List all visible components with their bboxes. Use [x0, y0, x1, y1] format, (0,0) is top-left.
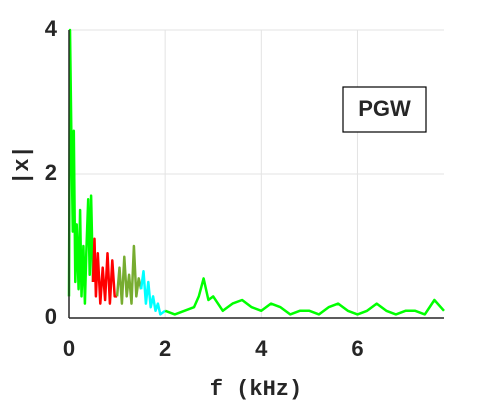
y-axis-label: |x|	[10, 145, 35, 185]
x-tick-label: 0	[63, 336, 75, 361]
y-tick-label: 4	[45, 16, 58, 41]
x-axis-label: f (kHz)	[210, 377, 302, 402]
spectrum-line	[115, 244, 143, 305]
x-tick-label: 4	[255, 336, 268, 361]
annotation: PGW	[358, 96, 411, 121]
x-tick-label: 2	[159, 336, 171, 361]
spectrum-line	[91, 237, 118, 305]
x-tick-label: 6	[351, 336, 363, 361]
y-tick-label: 2	[45, 160, 57, 185]
spectrum-line	[139, 269, 166, 316]
spectrum-line	[164, 277, 445, 316]
annotation-box	[342, 86, 427, 133]
y-tick-label: 0	[45, 304, 57, 329]
spectrum-line	[67, 28, 95, 305]
